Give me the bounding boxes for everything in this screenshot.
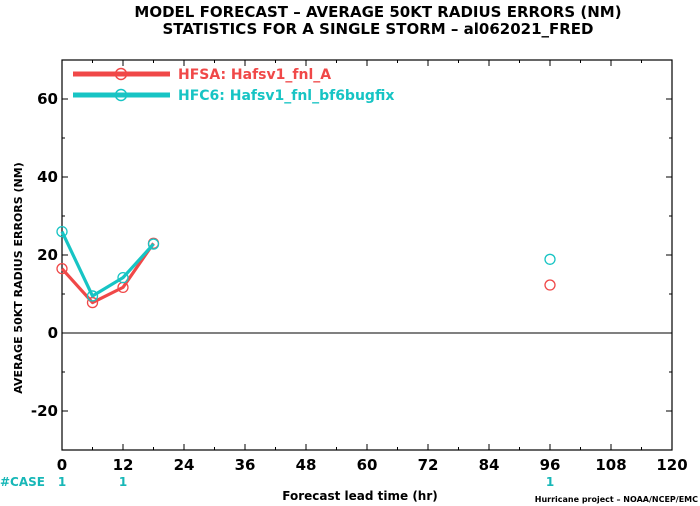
series-layer: [56, 225, 556, 309]
x-tick-label: 36: [235, 456, 256, 474]
case-label: #CASE: [0, 475, 45, 489]
y-tick-label: 40: [37, 168, 58, 186]
x-tick-label: 108: [595, 456, 626, 474]
x-tick-label: 84: [479, 456, 500, 474]
series-line-1: [60, 230, 155, 298]
x-tick-label: 72: [418, 456, 439, 474]
legend-entry-1: HFC6: Hafsv1_fnl_bf6bugfix: [178, 88, 394, 104]
x-tick-label: 96: [540, 456, 561, 474]
case-count: 1: [546, 475, 554, 489]
x-axis-label: Forecast lead time (hr): [282, 489, 438, 503]
data-point-1: [56, 225, 68, 238]
data-point-0: [56, 262, 68, 275]
data-point-1: [86, 290, 99, 302]
chart-title-line2: STATISTICS FOR A SINGLE STORM – al062021…: [162, 20, 593, 38]
x-tick-label: 120: [656, 456, 687, 474]
case-count: 1: [58, 475, 66, 489]
series-line-0: [60, 242, 155, 305]
data-point-1: [117, 271, 129, 284]
x-tick-label: 48: [296, 456, 317, 474]
x-tick-label: 0: [57, 456, 67, 474]
case-count: 1: [119, 475, 127, 489]
y-tick-label: 20: [37, 246, 58, 264]
y-axis-ticks: -20 0 20 40 60: [31, 59, 672, 451]
data-point-0: [544, 279, 556, 291]
x-tick-label: 24: [174, 456, 195, 474]
y-tick-label: 0: [48, 324, 58, 342]
credit-text: Hurricane project – NOAA/NCEP/EMC: [535, 495, 698, 504]
y-axis-label: AVERAGE 50KT RADIUS ERRORS (NM): [12, 162, 25, 393]
chart-title-line1: MODEL FORECAST – AVERAGE 50KT RADIUS ERR…: [134, 3, 621, 21]
x-tick-label: 12: [113, 456, 134, 474]
plot-frame: [61, 59, 673, 451]
case-count-row: #CASE 1 1 1: [0, 475, 554, 489]
legend-entry-0: HFSA: Hafsv1_fnl_A: [178, 67, 331, 83]
data-point-1: [544, 253, 556, 265]
x-axis-ticks: 0 12 24 36 48 60 72 84 96 108 120: [57, 60, 688, 474]
x-tick-label: 60: [357, 456, 378, 474]
legend-marker-0: [114, 67, 128, 81]
data-point-1: [147, 238, 160, 250]
data-point-0: [86, 296, 99, 309]
y-tick-label: 60: [37, 90, 58, 108]
legend: HFSA: Hafsv1_fnl_A HFC6: Hafsv1_fnl_bf6bu…: [73, 67, 394, 104]
y-tick-label: -20: [31, 402, 58, 420]
plot-area: [61, 59, 673, 451]
legend-marker-1: [114, 88, 128, 102]
